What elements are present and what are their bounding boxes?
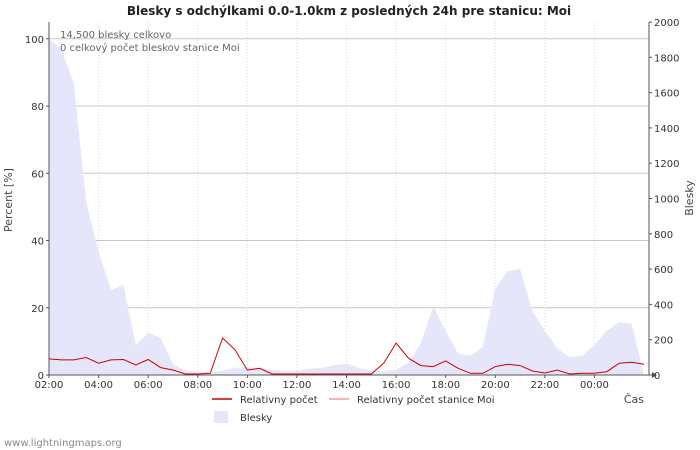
x-axis-arrow bbox=[652, 372, 657, 378]
x-axis-label: Čas bbox=[624, 393, 644, 406]
x-tick-label: 20:00 bbox=[481, 380, 510, 391]
y-tick-label-left: 0 bbox=[38, 371, 44, 382]
y-tick-label-right: 1800 bbox=[654, 53, 679, 64]
y-tick-label-right: 400 bbox=[654, 300, 673, 311]
y-tick-label-right: 1000 bbox=[654, 195, 679, 206]
x-tick-label: 06:00 bbox=[134, 380, 163, 391]
tick-labels: 0204060801000200400600800100012001400160… bbox=[25, 18, 680, 391]
y-tick-label-right: 600 bbox=[654, 265, 673, 276]
annotation-total-strikes: 14,500 blesky celkovo bbox=[60, 30, 171, 41]
x-tick-label: 10:00 bbox=[233, 380, 262, 391]
y-tick-label-left: 40 bbox=[31, 237, 44, 248]
y-tick-label-right: 1400 bbox=[654, 124, 679, 135]
legend-label-relativny-pocet-stanice-moi: Relativny počet stanice Moi bbox=[357, 394, 495, 406]
x-tick-label: 02:00 bbox=[35, 380, 64, 391]
annotation-station-strikes: 0 celkový počet bleskov stanice Moi bbox=[60, 42, 240, 54]
y-tick-label-right: 0 bbox=[654, 371, 660, 382]
legend-label-relativny-pocet: Relativny počet bbox=[240, 394, 318, 406]
chart-title: Blesky s odchýlkami 0.0-1.0km z posledný… bbox=[127, 4, 571, 18]
y-tick-label-left: 20 bbox=[31, 304, 44, 315]
series-area-blesky bbox=[49, 39, 644, 375]
y-tick-label-right: 200 bbox=[654, 336, 673, 347]
y-tick-label-left: 80 bbox=[31, 102, 44, 113]
x-tick-label: 16:00 bbox=[382, 380, 411, 391]
y-axis-label-right: Blesky bbox=[683, 180, 696, 216]
x-tick-label: 18:00 bbox=[431, 380, 460, 391]
legend-label-blesky: Blesky bbox=[240, 413, 272, 424]
credit-text: www.lightningmaps.org bbox=[4, 438, 122, 449]
axes bbox=[46, 21, 657, 378]
y-tick-label-right: 2000 bbox=[654, 18, 679, 29]
y-tick-label-right: 1200 bbox=[654, 159, 679, 170]
x-tick-label: 22:00 bbox=[530, 380, 559, 391]
x-tick-label: 14:00 bbox=[332, 380, 361, 391]
y-tick-label-left: 100 bbox=[25, 35, 44, 46]
x-tick-label: 04:00 bbox=[84, 380, 113, 391]
y-tick-label-right: 1600 bbox=[654, 89, 679, 100]
x-tick-label: 08:00 bbox=[183, 380, 212, 391]
x-tick-label: 00:00 bbox=[580, 380, 609, 391]
y-axis-label-left: Percent [%] bbox=[2, 168, 15, 232]
x-tick-label: 12:00 bbox=[283, 380, 312, 391]
grid bbox=[48, 22, 649, 375]
legend-swatch-blesky bbox=[214, 411, 228, 423]
series-line-relativny-pocet bbox=[48, 337, 645, 375]
legend: Relativny počet Relativny počet stanice … bbox=[212, 394, 495, 424]
y-tick-label-left: 60 bbox=[31, 169, 44, 180]
y-tick-label-right: 800 bbox=[654, 230, 673, 241]
